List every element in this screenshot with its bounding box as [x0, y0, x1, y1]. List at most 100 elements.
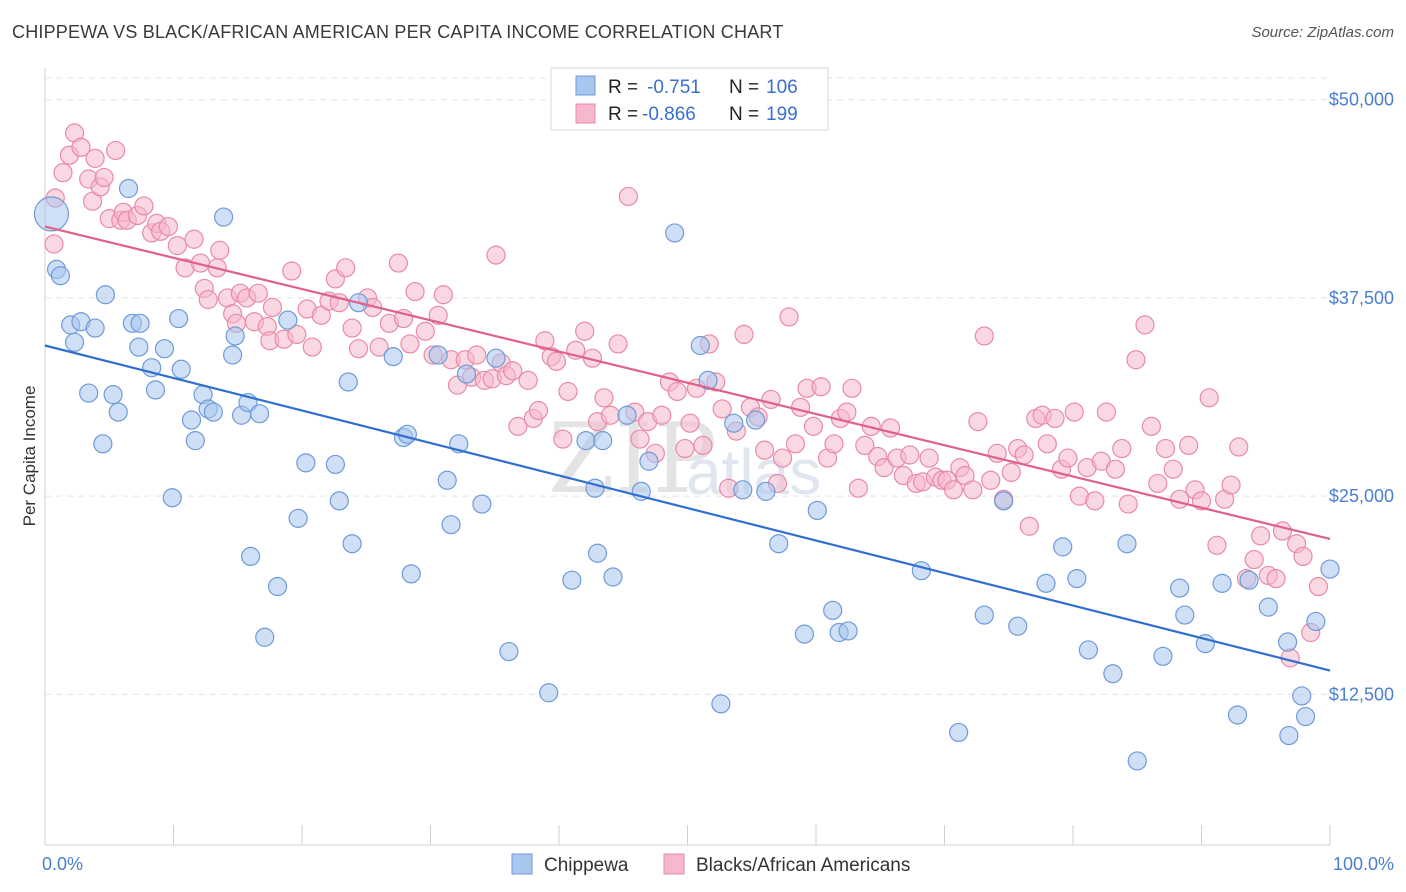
data-point: [225, 326, 245, 346]
data-point: [630, 429, 650, 449]
data-point: [711, 694, 731, 714]
data-point: [456, 364, 477, 384]
data-point: [553, 429, 573, 449]
x-ticks: [44, 825, 1331, 845]
data-point: [754, 440, 775, 460]
data-point: [724, 413, 744, 433]
data-point: [528, 400, 549, 421]
data-point: [338, 372, 358, 392]
data-point: [874, 458, 894, 478]
data-point: [241, 546, 261, 567]
legend-r-label-1: R =: [608, 77, 638, 98]
data-point: [837, 402, 857, 422]
data-point: [64, 332, 85, 352]
data-point: [1199, 388, 1219, 408]
data-point: [558, 381, 578, 402]
data-point: [618, 186, 638, 207]
data-point: [85, 148, 105, 168]
data-point: [1308, 576, 1329, 597]
data-point: [342, 534, 362, 554]
stats-legend: R = -0.751 N = 106 R = -0.866 N = 199: [550, 67, 829, 131]
data-point: [1019, 516, 1039, 536]
data-point: [546, 351, 567, 371]
data-point: [267, 576, 288, 597]
data-point: [1163, 459, 1183, 479]
data-point: [1037, 434, 1057, 454]
data-point: [1148, 473, 1168, 494]
y-axis-title: Per Capita Income: [20, 386, 39, 527]
data-point: [415, 321, 435, 341]
data-point: [198, 289, 218, 310]
data-point: [1251, 526, 1271, 546]
data-point: [1008, 616, 1028, 636]
data-point: [1244, 549, 1264, 570]
data-point: [400, 334, 420, 354]
data-point: [785, 434, 806, 454]
data-point: [943, 480, 964, 500]
data-point: [1191, 491, 1212, 511]
trend-lines: [44, 225, 1331, 672]
data-point: [162, 488, 182, 508]
data-point: [1078, 640, 1099, 660]
data-point: [1279, 725, 1299, 746]
data-point: [994, 491, 1014, 511]
data-point: [486, 348, 506, 368]
data-point: [575, 321, 595, 341]
data-point: [472, 494, 492, 514]
data-point: [963, 480, 983, 500]
data-point: [1117, 534, 1137, 554]
data-point: [1295, 706, 1316, 727]
data-point: [593, 431, 613, 451]
data-point: [348, 339, 369, 359]
data-point: [698, 370, 718, 390]
data-point: [772, 448, 793, 468]
source-label: Source: ZipAtlas.com: [1251, 24, 1394, 41]
data-point: [255, 627, 275, 647]
data-point: [262, 297, 283, 318]
legend-swatch-black: [575, 103, 596, 124]
y-tick-label: $25,000: [1329, 486, 1394, 506]
data-point: [968, 412, 988, 432]
data-point: [1239, 570, 1259, 590]
data-point: [667, 381, 687, 402]
data-point: [106, 140, 126, 161]
data-point: [756, 481, 776, 501]
data-point: [1103, 664, 1123, 684]
data-point: [1067, 568, 1087, 589]
data-point: [428, 305, 448, 325]
data-point: [1320, 559, 1340, 579]
data-point: [44, 234, 64, 254]
series-black-points: [44, 123, 1329, 668]
data-point: [693, 435, 713, 455]
data-point: [278, 310, 298, 330]
x-tick-label-start: 0.0%: [42, 854, 83, 874]
legend-r-value-1: -0.751: [647, 77, 701, 98]
data-point: [118, 178, 139, 199]
data-point: [71, 137, 91, 157]
bottom-legend-swatch-chippewa: [511, 853, 533, 875]
data-point: [1001, 462, 1021, 482]
data-point: [388, 253, 408, 273]
data-point: [145, 380, 166, 400]
data-point: [103, 385, 123, 405]
data-point: [587, 543, 608, 563]
data-point: [1170, 578, 1190, 598]
legend-swatch-chippewa: [575, 75, 596, 96]
data-point: [734, 324, 754, 344]
data-point: [746, 410, 766, 430]
data-point: [603, 567, 623, 587]
data-point: [1306, 611, 1326, 632]
data-point: [158, 216, 178, 237]
data-point: [617, 405, 637, 425]
data-point: [401, 564, 421, 584]
bottom-legend-label-chippewa: Chippewa: [544, 855, 629, 876]
data-point: [1293, 546, 1313, 567]
data-point: [108, 402, 128, 422]
trend-line-chippewa: [44, 344, 1331, 672]
data-point: [1153, 646, 1173, 666]
data-point: [842, 378, 862, 398]
data-point: [1135, 315, 1155, 335]
data-point: [437, 470, 457, 490]
data-point: [184, 229, 204, 249]
data-point: [486, 245, 506, 265]
